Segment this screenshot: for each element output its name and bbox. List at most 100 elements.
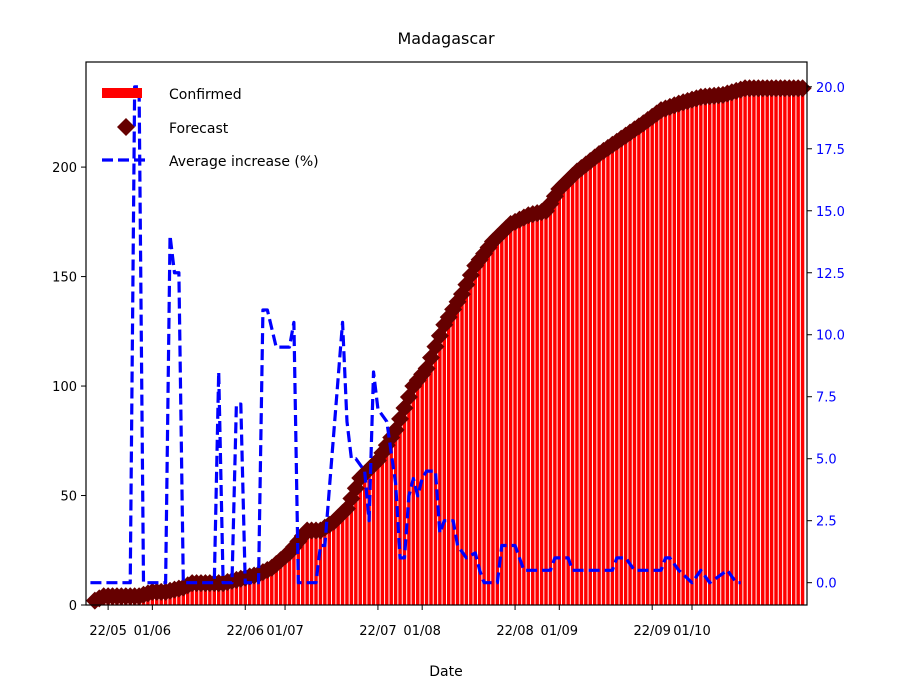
confirmed-bar (380, 451, 385, 605)
confirmed-bar (239, 578, 243, 605)
confirmed-bar (208, 583, 212, 605)
left-tick-label: 100 (52, 380, 77, 395)
confirmed-bar (619, 138, 623, 605)
confirmed-bar (707, 97, 712, 605)
confirmed-bar (314, 530, 318, 605)
confirmed-bar (685, 101, 690, 605)
confirmed-bar (592, 158, 597, 605)
x-axis: 22/05 01/06 22/06 01/07 22/07 01/08 22/08 01/09… (89, 605, 711, 639)
confirmed-bar (597, 153, 601, 605)
confirmed-bar (256, 574, 261, 605)
confirmed-bar (734, 90, 738, 605)
confirmed-bar (632, 129, 637, 606)
confirmed-bar (601, 151, 606, 605)
left-y-axis: 0 50 100 150 200 (52, 161, 86, 614)
confirmed-bar (287, 552, 292, 605)
confirmed-bar (349, 497, 354, 605)
confirmed-bar (371, 464, 376, 605)
confirmed-bar (756, 88, 761, 605)
x-tick-label: 22/07 (359, 624, 396, 639)
x-tick-label: 01/07 (266, 624, 303, 639)
confirmed-bar (668, 105, 672, 605)
confirmed-bar (309, 530, 314, 605)
confirmed-bar (243, 576, 247, 605)
confirmed-bar (570, 175, 575, 605)
confirmed-bar (274, 563, 278, 605)
confirmed-bar (557, 188, 562, 606)
confirmed-bar (336, 517, 340, 605)
confirmed-bar (588, 160, 592, 605)
confirmed-bar (385, 445, 389, 605)
confirmed-bar (455, 300, 460, 605)
x-tick-label: 22/05 (89, 624, 126, 639)
confirmed-bar (292, 545, 296, 605)
confirmed-bar (659, 110, 663, 606)
left-tick-label: 0 (69, 599, 77, 614)
confirmed-bar (606, 147, 610, 605)
left-tick-label: 50 (60, 490, 77, 505)
confirmed-bar (610, 145, 615, 605)
confirmed-bar (535, 213, 539, 605)
confirmed-bar (690, 99, 694, 605)
confirmed-bar (641, 123, 646, 605)
confirmed-bar (252, 574, 256, 605)
confirmed-bar (265, 569, 270, 605)
confirmed-bar (677, 103, 681, 605)
confirmed-bar (725, 92, 730, 605)
legend-swatch-confirmed (102, 88, 142, 98)
confirmed-bar (517, 219, 522, 605)
confirmed-bar (225, 580, 230, 605)
confirmed-bar (438, 335, 442, 605)
right-tick-label: 12.5 (816, 267, 845, 282)
confirmed-bar (738, 90, 743, 605)
confirmed-bar (429, 357, 433, 605)
confirmed-bar (323, 528, 327, 605)
confirmed-bar (296, 541, 301, 605)
confirmed-bar (393, 429, 398, 605)
confirmed-bar (411, 386, 416, 605)
right-tick-label: 2.5 (816, 515, 837, 530)
confirmed-bar (216, 583, 221, 605)
confirmed-bar (730, 92, 734, 605)
confirmed-bar (340, 513, 345, 605)
confirmed-bar (442, 324, 447, 605)
confirmed-bar (548, 204, 553, 605)
confirmed-bar (230, 580, 234, 605)
confirmed-bar (699, 97, 703, 605)
confirmed-bar (446, 315, 451, 605)
confirmed-bar (650, 116, 654, 606)
confirmed-bar (203, 583, 208, 605)
confirmed-bar (221, 583, 225, 605)
confirmed-bar (354, 488, 358, 605)
left-tick-label: 150 (52, 271, 77, 286)
confirmed-bar (199, 583, 203, 605)
confirmed-bar (721, 94, 725, 605)
confirmed-bar (716, 94, 721, 605)
confirmed-bar (623, 136, 628, 605)
confirmed-bar (402, 407, 407, 605)
right-tick-label: 7.5 (816, 391, 837, 406)
confirmed-bar (553, 195, 557, 605)
confirmed-bar (482, 252, 486, 606)
right-tick-label: 5.0 (816, 453, 837, 468)
confirmed-bar (681, 101, 685, 605)
confirmed-bar (331, 521, 336, 605)
confirmed-bar (376, 460, 380, 605)
confirmed-bar (186, 585, 190, 605)
plot-frame (85, 61, 808, 606)
confirmed-bar (628, 132, 632, 605)
forecast-markers (85, 79, 812, 610)
confirmed-bar (513, 221, 517, 605)
confirmed-bar (531, 213, 535, 605)
confirmed-bar (362, 473, 367, 605)
confirmed-bar (398, 418, 402, 605)
confirmed-bar (783, 88, 787, 605)
confirmed-bar (473, 265, 477, 606)
confirmed-bar (389, 436, 393, 605)
confirmed-bar (654, 112, 659, 606)
confirmed-bar (566, 180, 570, 606)
confirmed-bar (495, 237, 500, 605)
average-increase-series-line (90, 85, 741, 585)
x-axis-label: Date (429, 664, 462, 680)
